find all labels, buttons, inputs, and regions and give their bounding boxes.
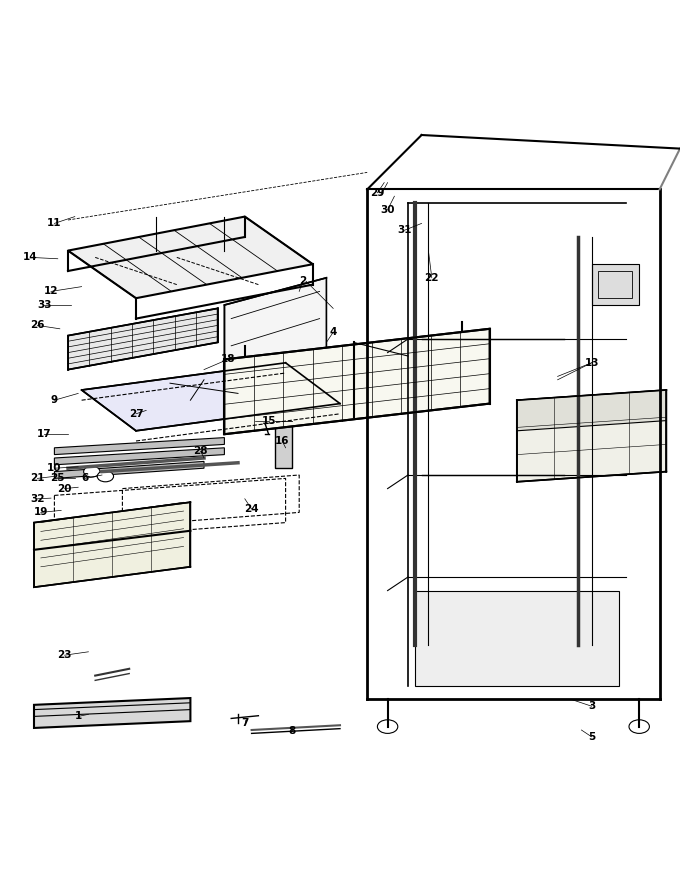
Polygon shape (54, 448, 224, 465)
Text: 24: 24 (244, 504, 259, 514)
Text: 29: 29 (370, 188, 385, 198)
Text: 26: 26 (30, 320, 45, 331)
Ellipse shape (629, 720, 649, 734)
Text: 23: 23 (57, 650, 72, 661)
Polygon shape (68, 217, 313, 298)
Text: 9: 9 (51, 395, 58, 405)
Text: 28: 28 (193, 446, 208, 456)
Text: 27: 27 (129, 408, 143, 419)
Polygon shape (34, 698, 190, 728)
Text: 3: 3 (588, 701, 595, 711)
Text: 31: 31 (397, 225, 412, 235)
Text: 30: 30 (380, 205, 395, 215)
Text: 4: 4 (330, 327, 337, 337)
Polygon shape (224, 329, 490, 434)
Ellipse shape (97, 471, 114, 482)
Text: 25: 25 (50, 474, 65, 483)
Polygon shape (517, 390, 666, 482)
Text: 33: 33 (37, 300, 52, 310)
Text: 11: 11 (47, 219, 62, 228)
Ellipse shape (84, 467, 100, 477)
Polygon shape (54, 461, 204, 478)
Bar (415, 591, 619, 686)
Text: 17: 17 (37, 430, 52, 439)
Text: 15: 15 (261, 415, 276, 426)
Text: 21: 21 (30, 474, 45, 483)
Text: 2: 2 (299, 276, 306, 286)
Bar (598, 271, 632, 298)
Text: 19: 19 (33, 507, 48, 518)
Text: 22: 22 (424, 273, 439, 283)
Polygon shape (517, 390, 666, 430)
Polygon shape (224, 278, 326, 380)
Bar (275, 421, 292, 468)
Text: 8: 8 (289, 727, 296, 736)
Text: 10: 10 (47, 463, 62, 474)
Text: 18: 18 (220, 355, 235, 364)
Text: 14: 14 (23, 252, 38, 263)
Text: 1: 1 (75, 712, 82, 721)
Polygon shape (54, 437, 224, 454)
Text: 32: 32 (30, 494, 45, 504)
Text: 16: 16 (275, 436, 290, 446)
Text: 20: 20 (57, 483, 72, 494)
Bar (592, 265, 639, 305)
Text: 5: 5 (588, 732, 595, 742)
Polygon shape (34, 502, 190, 587)
Text: 7: 7 (241, 718, 248, 729)
Polygon shape (82, 363, 340, 430)
Ellipse shape (377, 720, 398, 734)
Text: 12: 12 (44, 287, 58, 296)
Text: 13: 13 (584, 358, 599, 368)
Text: 6: 6 (82, 474, 88, 483)
Polygon shape (68, 309, 218, 370)
